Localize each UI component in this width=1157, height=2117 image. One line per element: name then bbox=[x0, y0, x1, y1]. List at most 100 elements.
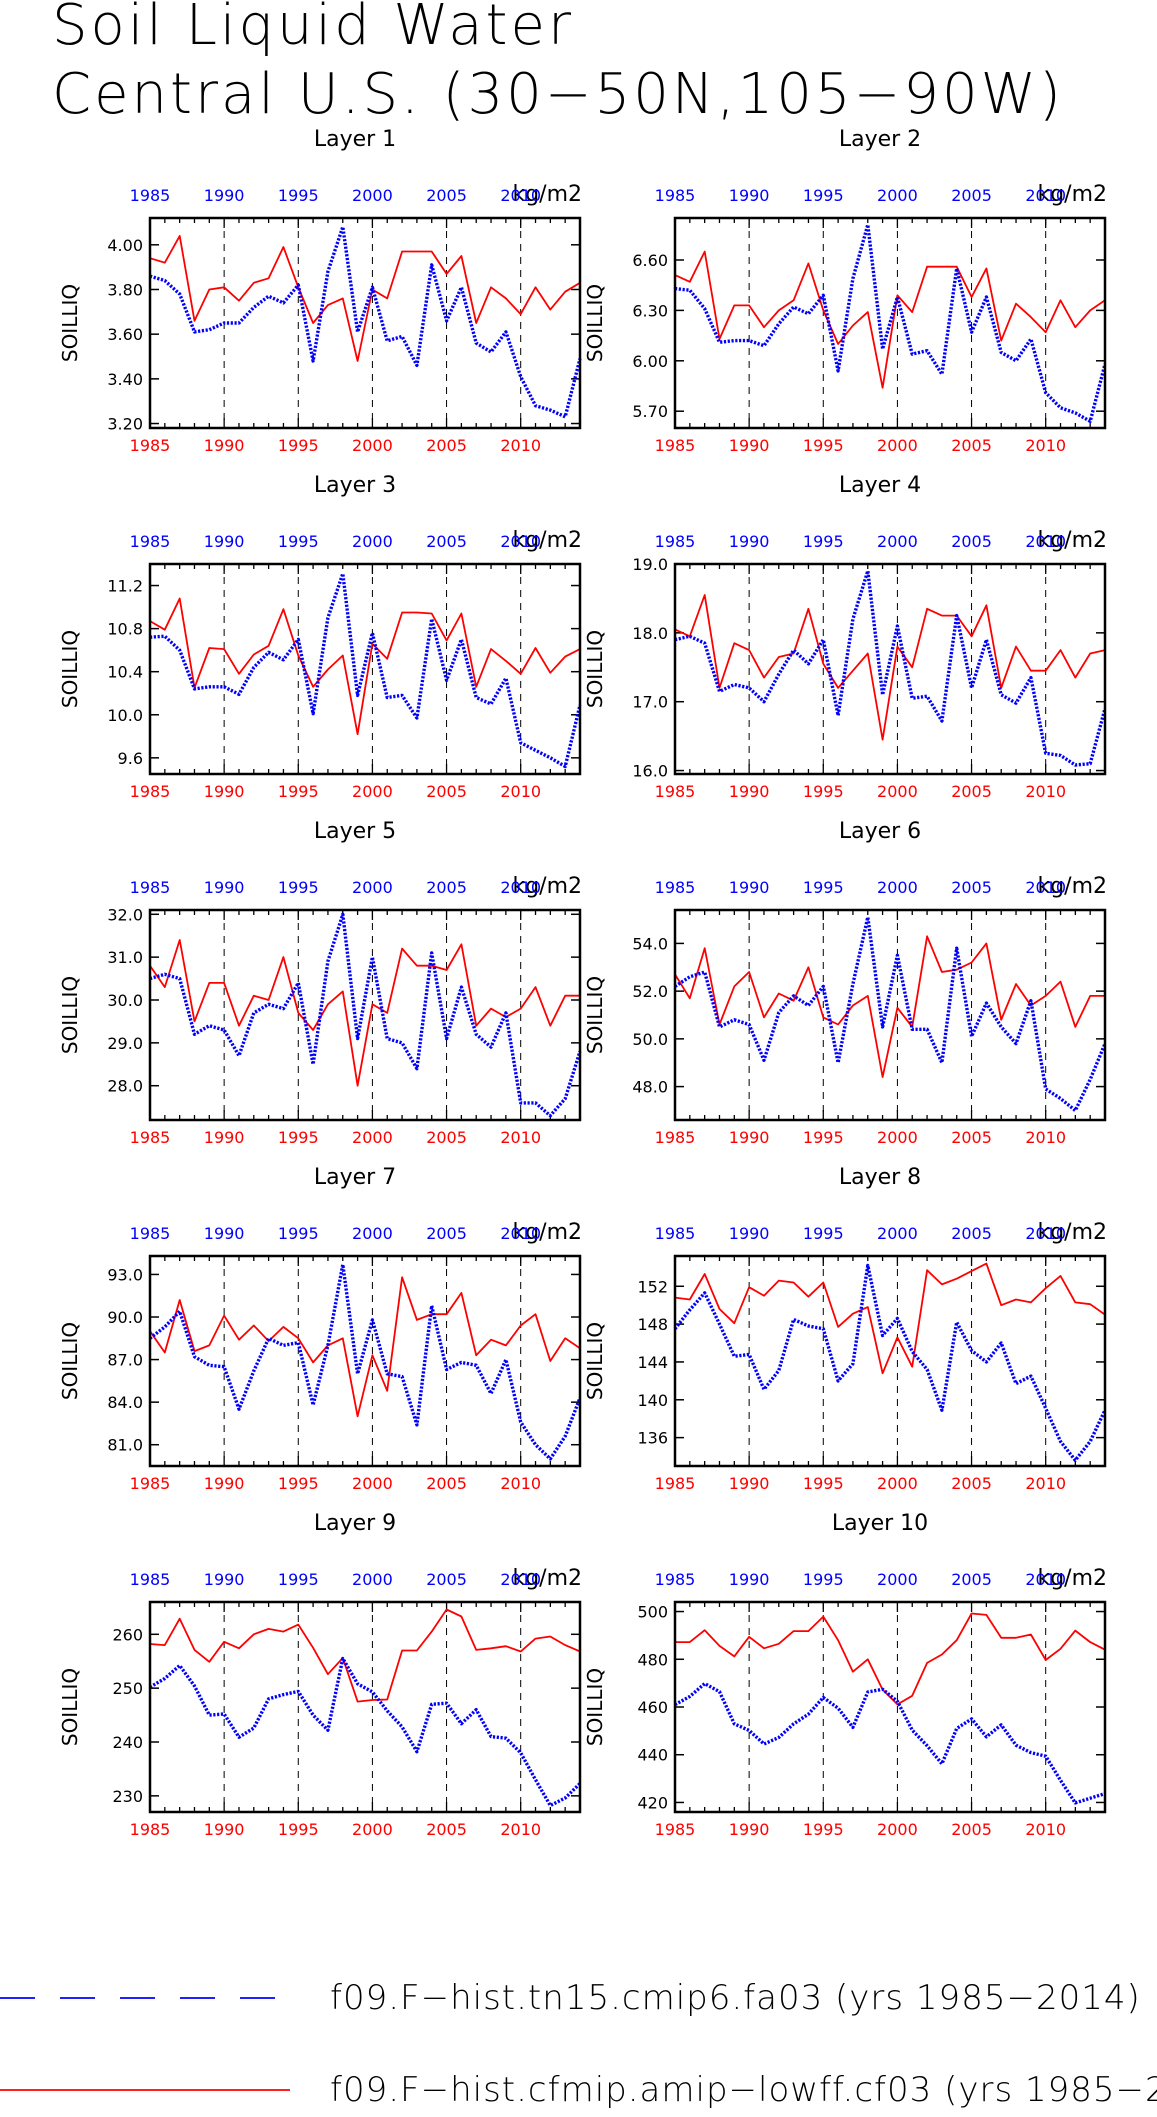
y-tick-label: 18.0 bbox=[632, 624, 668, 643]
x-tick-label-top: 1990 bbox=[729, 878, 770, 897]
panel-title: Layer 2 bbox=[839, 127, 921, 152]
x-tick-label-bottom: 2000 bbox=[352, 436, 393, 455]
y-axis-label: SOILLIQ bbox=[583, 1668, 607, 1746]
plot-frame bbox=[673, 562, 1107, 776]
x-tick-label-top: 2005 bbox=[951, 532, 992, 551]
series-line-fa03 bbox=[673, 1263, 1107, 1463]
x-tick-label-top: 2010 bbox=[1025, 878, 1066, 897]
y-tick-label: 50.0 bbox=[632, 1030, 668, 1049]
x-tick-label-top: 1985 bbox=[655, 532, 696, 551]
y-tick-label: 6.00 bbox=[632, 352, 668, 371]
x-tick-label-bottom: 2000 bbox=[352, 1474, 393, 1493]
y-tick-label: 3.80 bbox=[107, 280, 143, 299]
y-axis-label: SOILLIQ bbox=[58, 976, 82, 1054]
series-line-cf03 bbox=[149, 1276, 581, 1418]
y-tick-label: 19.0 bbox=[632, 555, 668, 574]
x-tick-label-bottom: 1990 bbox=[204, 1128, 245, 1147]
series-line-cf03 bbox=[149, 234, 581, 362]
x-tick-label-bottom: 2005 bbox=[426, 1474, 467, 1493]
x-tick-label-top: 1985 bbox=[655, 878, 696, 897]
y-tick-label: 5.70 bbox=[632, 402, 668, 421]
units-label: kg/m2 bbox=[512, 874, 582, 899]
chart-panel-6: Layer 6 kg/m2 SOILLIQ 48.0 50.0 52.0 54.0 1985 1… bbox=[583, 819, 1107, 1147]
y-tick-label: 420 bbox=[637, 1793, 668, 1812]
x-tick-label-top: 1990 bbox=[204, 532, 245, 551]
series-line-fa03 bbox=[674, 569, 1107, 767]
units-label: kg/m2 bbox=[512, 528, 582, 553]
x-tick-label-top: 2000 bbox=[352, 878, 393, 897]
x-tick-label-top: 1985 bbox=[130, 1224, 171, 1243]
panel-title: Layer 5 bbox=[314, 819, 396, 844]
y-tick-label: 3.60 bbox=[107, 325, 143, 344]
x-tick-label-bottom: 2010 bbox=[500, 1820, 541, 1839]
panel-title: Layer 6 bbox=[839, 819, 921, 844]
x-tick-label-top: 1985 bbox=[130, 532, 171, 551]
y-tick-label: 152 bbox=[637, 1277, 668, 1296]
y-tick-label: 10.8 bbox=[107, 620, 143, 639]
x-tick-label-top: 1995 bbox=[803, 878, 844, 897]
x-tick-label-top: 2000 bbox=[877, 1570, 918, 1589]
x-tick-label-top: 2010 bbox=[1025, 1570, 1066, 1589]
x-tick-label-top: 2005 bbox=[951, 186, 992, 205]
plot-frame bbox=[673, 1254, 1107, 1468]
x-tick-label-top: 1990 bbox=[204, 186, 245, 205]
x-tick-label-top: 2010 bbox=[500, 1224, 541, 1243]
x-tick-label-top: 2010 bbox=[1025, 532, 1066, 551]
x-tick-label-bottom: 2000 bbox=[352, 1820, 393, 1839]
units-label: kg/m2 bbox=[1037, 874, 1107, 899]
y-tick-label: 93.0 bbox=[107, 1265, 143, 1284]
y-tick-label: 230 bbox=[112, 1787, 143, 1806]
x-tick-label-top: 1985 bbox=[130, 1570, 171, 1589]
chart-panel-3: Layer 3 kg/m2 SOILLIQ 9.6 10.0 10.4 10.8 11.2 19… bbox=[58, 473, 582, 801]
series-line-fa03 bbox=[674, 1681, 1106, 1805]
y-tick-label: 81.0 bbox=[107, 1436, 143, 1455]
y-tick-label: 10.0 bbox=[107, 706, 143, 725]
x-tick-label-top: 2000 bbox=[877, 186, 918, 205]
y-tick-label: 17.0 bbox=[632, 693, 668, 712]
x-tick-label-bottom: 1985 bbox=[655, 1128, 696, 1147]
chart-panels: Layer 1 kg/m2 SOILLIQ 3.20 3.40 3.60 3.80 4.00 1… bbox=[58, 127, 1107, 1839]
chart-panel-2: Layer 2 kg/m2 SOILLIQ 5.70 6.00 6.30 6.60 1985 1… bbox=[583, 127, 1107, 455]
panel-title: Layer 10 bbox=[832, 1511, 928, 1536]
x-tick-label-top: 2000 bbox=[352, 532, 393, 551]
x-tick-label-bottom: 1995 bbox=[278, 1128, 319, 1147]
x-tick-label-top: 2000 bbox=[352, 1570, 393, 1589]
x-tick-label-bottom: 1995 bbox=[278, 1820, 319, 1839]
x-tick-label-top: 1995 bbox=[803, 1224, 844, 1243]
y-tick-label: 480 bbox=[637, 1650, 668, 1669]
x-tick-label-top: 1985 bbox=[655, 186, 696, 205]
x-tick-label-bottom: 2005 bbox=[951, 436, 992, 455]
x-tick-label-bottom: 2000 bbox=[877, 436, 918, 455]
x-tick-label-bottom: 2010 bbox=[1025, 436, 1066, 455]
x-tick-label-top: 2010 bbox=[500, 532, 541, 551]
x-tick-label-bottom: 2005 bbox=[951, 1474, 992, 1493]
chart-panel-10: Layer 10 kg/m2 SOILLIQ 420 440 460 480 500 1985 1… bbox=[583, 1511, 1107, 1839]
x-tick-label-top: 1995 bbox=[803, 186, 844, 205]
x-tick-label-bottom: 2005 bbox=[426, 782, 467, 801]
panel-title: Layer 7 bbox=[314, 1165, 396, 1190]
x-tick-label-top: 1985 bbox=[130, 878, 171, 897]
x-tick-label-top: 2005 bbox=[951, 878, 992, 897]
x-tick-label-top: 2005 bbox=[951, 1224, 992, 1243]
plot-frame bbox=[148, 1600, 582, 1814]
x-tick-label-bottom: 1990 bbox=[729, 1820, 770, 1839]
x-tick-label-top: 1990 bbox=[729, 1224, 770, 1243]
x-tick-label-bottom: 1995 bbox=[278, 1474, 319, 1493]
x-tick-label-top: 1990 bbox=[204, 1224, 245, 1243]
panel-title: Layer 4 bbox=[839, 473, 921, 498]
x-tick-label-bottom: 1985 bbox=[655, 1820, 696, 1839]
series-line-cf03 bbox=[675, 1612, 1106, 1706]
x-tick-label-top: 2000 bbox=[877, 532, 918, 551]
x-tick-label-bottom: 2005 bbox=[951, 1820, 992, 1839]
x-tick-label-top: 2010 bbox=[1025, 186, 1066, 205]
y-tick-label: 6.60 bbox=[632, 251, 668, 270]
y-tick-label: 9.6 bbox=[118, 749, 143, 768]
y-tick-label: 440 bbox=[637, 1746, 668, 1765]
x-tick-label-bottom: 2010 bbox=[500, 436, 541, 455]
x-tick-label-top: 1995 bbox=[803, 532, 844, 551]
x-tick-label-bottom: 2005 bbox=[426, 436, 467, 455]
x-tick-label-top: 2010 bbox=[500, 186, 541, 205]
series-line-fa03 bbox=[674, 222, 1107, 423]
y-tick-label: 6.30 bbox=[632, 301, 668, 320]
y-tick-label: 90.0 bbox=[107, 1308, 143, 1327]
